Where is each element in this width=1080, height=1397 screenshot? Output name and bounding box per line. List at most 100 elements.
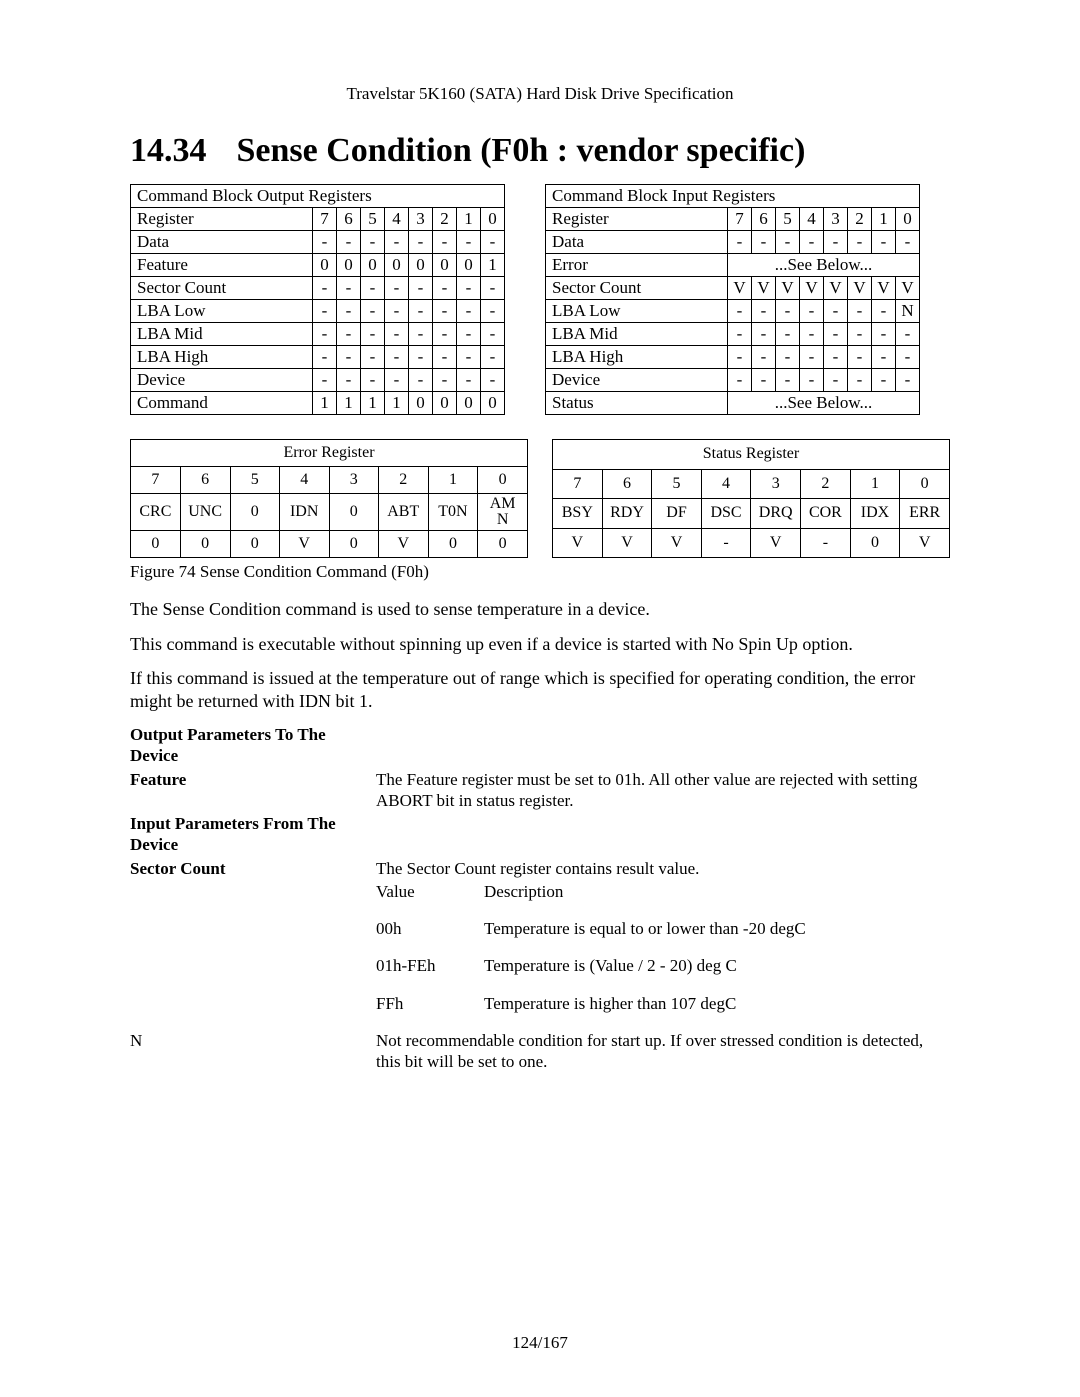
register-bit-cell: -	[457, 369, 481, 392]
register-bit-cell: -	[752, 323, 776, 346]
register-bit-cell: -	[457, 346, 481, 369]
register-bit-cell: V	[896, 277, 920, 300]
register-bit-cell: -	[361, 277, 385, 300]
output-reg-title: Command Block Output Registers	[131, 185, 505, 208]
error-bit-value: 0	[180, 531, 230, 558]
register-bit-cell: V	[728, 277, 752, 300]
register-bit-cell: -	[481, 323, 505, 346]
body-paragraph: The Sense Condition command is used to s…	[130, 598, 950, 621]
bit-header: 0	[896, 208, 920, 231]
register-span-cell: ...See Below...	[728, 392, 920, 415]
bit-header: 1	[872, 208, 896, 231]
register-row-label: Data	[546, 231, 728, 254]
register-bit-cell: -	[337, 277, 361, 300]
register-bit-cell: -	[776, 346, 800, 369]
status-bit-header: 3	[751, 469, 801, 499]
status-bit-header: 2	[801, 469, 851, 499]
register-bit-cell: -	[385, 231, 409, 254]
register-bit-cell: -	[385, 277, 409, 300]
register-bit-cell: -	[872, 323, 896, 346]
status-reg-title: Status Register	[553, 440, 950, 470]
n-label: N	[130, 1030, 376, 1073]
register-row-label: Error	[546, 254, 728, 277]
bit-header: 6	[752, 208, 776, 231]
register-row-label: Data	[131, 231, 313, 254]
register-bit-cell: -	[824, 369, 848, 392]
input-reg-title: Command Block Input Registers	[546, 185, 920, 208]
register-bit-cell: -	[728, 346, 752, 369]
register-bit-cell: -	[872, 231, 896, 254]
register-bit-cell: -	[409, 346, 433, 369]
bit-header: 0	[481, 208, 505, 231]
error-bit-name: 0	[230, 494, 279, 531]
status-bit-name: BSY	[553, 499, 603, 529]
register-bit-cell: -	[776, 231, 800, 254]
register-bit-cell: -	[361, 369, 385, 392]
parameters-section: Output Parameters To The Device Feature …	[130, 724, 950, 1072]
register-bit-cell: 1	[313, 392, 337, 415]
description-column-header: Description	[484, 881, 950, 902]
register-bit-cell: -	[896, 231, 920, 254]
section-number: 14.34	[130, 132, 207, 170]
register-bit-cell: -	[800, 323, 824, 346]
register-bit-cell: -	[457, 323, 481, 346]
bit-header: 7	[313, 208, 337, 231]
error-bit-name: UNC	[180, 494, 230, 531]
register-bit-cell: -	[433, 346, 457, 369]
register-bit-cell: V	[872, 277, 896, 300]
register-bit-cell: -	[337, 346, 361, 369]
error-bit-name: ABT	[378, 494, 428, 531]
register-bit-cell: -	[848, 346, 872, 369]
status-bit-header: 5	[652, 469, 701, 499]
page-footer: 124/167	[0, 1333, 1080, 1353]
register-bit-cell: 1	[385, 392, 409, 415]
sector-count-description: The Sector Count register contains resul…	[376, 858, 950, 879]
register-bit-cell: -	[409, 323, 433, 346]
body-paragraph: If this command is issued at the tempera…	[130, 667, 950, 712]
register-bit-cell: -	[313, 277, 337, 300]
register-bit-cell: -	[776, 323, 800, 346]
bit-header: 2	[433, 208, 457, 231]
register-bit-cell: -	[752, 300, 776, 323]
register-bit-cell: -	[457, 300, 481, 323]
register-bit-cell: -	[481, 277, 505, 300]
page-header: Travelstar 5K160 (SATA) Hard Disk Drive …	[130, 84, 950, 104]
bit-header: 7	[728, 208, 752, 231]
register-row-label: Device	[131, 369, 313, 392]
value-cell: 00h	[376, 918, 484, 939]
register-bit-cell: 0	[457, 392, 481, 415]
register-bit-cell: -	[409, 277, 433, 300]
feature-description: The Feature register must be set to 01h.…	[376, 769, 950, 812]
section-title: Sense Condition (F0h : vendor specific)	[237, 132, 806, 169]
register-bit-cell: -	[361, 300, 385, 323]
register-row-label: LBA Low	[131, 300, 313, 323]
register-bit-cell: -	[728, 231, 752, 254]
n-description: Not recommendable condition for start up…	[376, 1030, 950, 1073]
status-bit-name: RDY	[602, 499, 652, 529]
register-bit-cell: -	[896, 323, 920, 346]
status-bit-value: V	[602, 528, 652, 558]
register-bit-cell: -	[481, 346, 505, 369]
status-bit-name: COR	[801, 499, 851, 529]
register-row-label: Feature	[131, 254, 313, 277]
register-bit-cell: -	[872, 346, 896, 369]
error-bit-header: 6	[180, 467, 230, 494]
status-bit-header: 4	[701, 469, 751, 499]
description-cell: Temperature is equal to or lower than -2…	[484, 918, 950, 939]
status-bit-value: V	[652, 528, 701, 558]
error-bit-name: IDN	[279, 494, 329, 531]
register-bit-cell: -	[313, 300, 337, 323]
error-bit-name: CRC	[131, 494, 181, 531]
input-registers-table: Command Block Input Registers Register 7…	[545, 184, 920, 415]
input-params-heading: Input Parameters From The Device	[130, 813, 376, 856]
register-bit-cell: -	[896, 346, 920, 369]
register-bit-cell: V	[752, 277, 776, 300]
register-bit-cell: -	[337, 300, 361, 323]
register-bit-cell: 0	[409, 254, 433, 277]
bit-header: 4	[800, 208, 824, 231]
register-bit-cell: -	[433, 323, 457, 346]
register-row-label: LBA Mid	[546, 323, 728, 346]
section-heading: 14.34 Sense Condition (F0h : vendor speci…	[130, 132, 950, 170]
status-bit-header: 7	[553, 469, 603, 499]
description-cell: Temperature is (Value / 2 - 20) deg C	[484, 955, 950, 976]
